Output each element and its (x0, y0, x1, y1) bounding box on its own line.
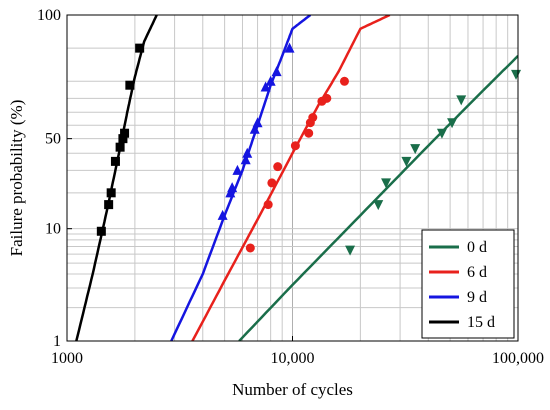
y-tick-label: 10 (45, 221, 61, 238)
legend-label: 0 d (467, 239, 487, 256)
data-point-0-d (456, 95, 467, 106)
legend-label: 6 d (467, 264, 487, 281)
data-point-9-d (271, 66, 282, 77)
data-point-9-d (225, 187, 236, 198)
data-point-15-d (106, 188, 116, 198)
legend-label: 15 d (467, 314, 495, 331)
data-point-0-d (381, 178, 392, 189)
data-point-0-d (436, 128, 447, 139)
data-point-9-d (217, 209, 228, 220)
data-point-9-d (265, 75, 276, 86)
data-point-15-d (96, 226, 106, 236)
x-tick-label: 1000 (51, 350, 83, 367)
x-tick-label: 10,000 (271, 350, 315, 367)
data-point-0-d (511, 69, 522, 80)
data-point-6-d (267, 178, 277, 188)
data-point-15-d (125, 80, 135, 90)
data-point-9-d (249, 123, 260, 134)
data-point-9-d (242, 147, 253, 158)
data-point-15-d (135, 43, 145, 53)
data-point-6-d (273, 162, 283, 172)
data-point-0-d (410, 144, 421, 155)
data-point-6-d (263, 200, 273, 210)
fit-curves (75, 15, 518, 341)
legend-label: 9 d (467, 289, 487, 306)
data-point-9-d (232, 164, 243, 175)
axis-ticks: 1000 10,000 100,000 1 10 50 100 (37, 7, 544, 367)
data-point-15-d (118, 134, 128, 144)
y-tick-label: 1 (53, 333, 61, 350)
x-tick-label: 100,000 (492, 350, 544, 367)
data-point-9-d (260, 81, 271, 92)
x-axis-title: Number of cycles (232, 380, 353, 399)
data-point-9-d (284, 42, 295, 53)
data-point-15-d (115, 142, 125, 152)
data-point-15-d (110, 156, 120, 166)
data-point-0-d (345, 245, 356, 256)
data-point-6-d (308, 112, 318, 122)
data-point-6-d (304, 128, 314, 138)
data-point-0-d (447, 118, 458, 129)
data-point-6-d (339, 76, 349, 86)
y-tick-label: 100 (37, 7, 61, 24)
data-point-15-d (104, 200, 114, 210)
data-points (96, 42, 522, 256)
y-axis-title: Failure probability (%) (7, 100, 26, 257)
legend: 0 d 6 d 9 d 15 d (421, 229, 515, 339)
data-point-6-d (290, 141, 300, 151)
data-point-15-d (120, 128, 130, 138)
data-point-0-d (401, 156, 412, 167)
data-point-0-d (373, 200, 384, 211)
data-point-9-d (240, 154, 251, 165)
fit-curve-6-d (191, 15, 391, 341)
data-point-9-d (252, 117, 263, 128)
data-point-6-d (245, 243, 255, 253)
y-tick-label: 50 (45, 131, 61, 148)
data-point-9-d (227, 182, 238, 193)
fit-curve-0-d (238, 55, 518, 341)
data-point-6-d (322, 93, 332, 103)
